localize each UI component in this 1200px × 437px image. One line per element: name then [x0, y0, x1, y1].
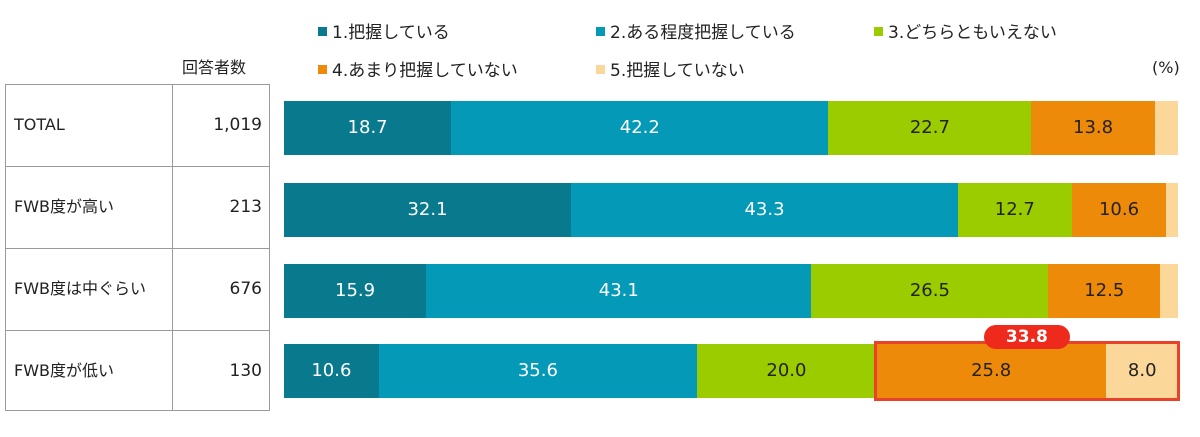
legend-swatch: [318, 27, 327, 36]
bar-segment: [828, 101, 1032, 155]
legend-label: 5.把握していない: [610, 61, 745, 81]
bar-segment: [1031, 101, 1155, 155]
bar-segment: [570, 183, 959, 237]
legend-item-5: 5.把握していない: [596, 60, 745, 82]
bar-segment: [378, 344, 697, 398]
legend-swatch: [596, 27, 605, 36]
bar-segment: [875, 344, 1107, 398]
legend-label: 3.どちらともいえない: [888, 23, 1057, 43]
highlight-badge: 33.8: [983, 325, 1070, 349]
respondent-count: 676: [229, 279, 262, 299]
data-label: 43.1: [598, 280, 639, 301]
respondent-count: 1,019: [213, 115, 262, 135]
bar-segment: [284, 101, 452, 155]
data-label: 20.0: [766, 360, 807, 381]
legend-label: 1.把握している: [332, 23, 450, 43]
data-label: 42.2: [619, 117, 660, 138]
table-right-border: [269, 84, 270, 411]
data-label: 32.1: [407, 199, 448, 220]
count-column-header: 回答者数: [182, 58, 247, 77]
category-label: FWB度は中ぐらい: [14, 279, 147, 298]
bar-segment: [451, 101, 829, 155]
unit-label: (%): [1152, 58, 1180, 77]
data-label: 43.3: [744, 199, 785, 220]
legend-swatch: [874, 27, 883, 36]
table-top-border: [5, 84, 270, 85]
bar-segment: [284, 344, 379, 398]
data-label: 10.6: [311, 360, 352, 381]
data-label: 10.6: [1098, 199, 1140, 220]
bar-segment: [1154, 101, 1178, 155]
data-label: 15.9: [335, 280, 376, 301]
bar-segment: [284, 264, 427, 318]
bar-segment: [426, 264, 812, 318]
respondent-count: 130: [229, 360, 262, 381]
data-label: 12.5: [1084, 280, 1125, 301]
data-label: 8.0: [1127, 360, 1157, 381]
bar-segment: [1106, 344, 1178, 398]
table-left-border: [5, 84, 6, 411]
table-row-divider: [5, 166, 270, 167]
data-label: 18.7: [347, 117, 388, 138]
bar-segment: [958, 183, 1072, 237]
legend-label: 4.あまり把握していない: [332, 61, 518, 81]
bar-segment: [1048, 264, 1161, 318]
legend-item-3: 3.どちらともいえない: [874, 22, 1057, 44]
legend-item-2: 2.ある程度把握している: [596, 22, 796, 44]
bar-segment: [1071, 183, 1167, 237]
bar-segment: [284, 183, 571, 237]
category-label: FWB度が高い: [14, 197, 115, 216]
table-column-divider: [172, 84, 173, 411]
bar-segment: [811, 264, 1049, 318]
data-label: 22.7: [909, 117, 950, 138]
bar-segment: [1160, 264, 1178, 318]
table-bottom-border: [5, 410, 270, 411]
table-row-divider: [5, 248, 270, 249]
data-label: 13.8: [1073, 117, 1114, 138]
highlight-box: [873, 341, 1180, 401]
legend-label: 2.ある程度把握している: [610, 23, 796, 43]
legend-item-1: 1.把握している: [318, 22, 450, 44]
respondent-count: 213: [229, 197, 262, 217]
data-label: 12.7: [994, 199, 1035, 220]
legend-swatch: [596, 65, 605, 74]
bar-segment: [1166, 183, 1178, 237]
legend-swatch: [318, 65, 327, 74]
bar-segment: [697, 344, 876, 398]
data-label: 26.5: [909, 280, 950, 301]
category-label: FWB度が低い: [14, 360, 115, 380]
legend-item-4: 4.あまり把握していない: [318, 60, 518, 82]
category-label: TOTAL: [14, 115, 65, 134]
table-row-divider: [5, 330, 270, 331]
data-label: 25.8: [971, 360, 1012, 381]
data-label: 35.6: [517, 360, 558, 381]
